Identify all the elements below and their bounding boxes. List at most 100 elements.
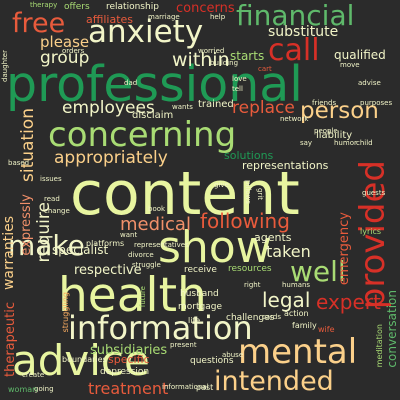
word-health: health (58, 268, 207, 323)
word-informational: informational (162, 383, 209, 391)
word-help: help (210, 13, 226, 21)
word-medical: medical (120, 214, 191, 235)
word-lyrics: lyrics (360, 227, 382, 236)
word-expert: expert (316, 290, 381, 314)
word-divorce: divorce (128, 251, 154, 259)
word-create: create (22, 371, 45, 379)
word-marriage: marriage (148, 13, 180, 21)
word-challenges: challenges (226, 313, 275, 323)
word-dad: dad (124, 79, 138, 87)
word-mental: mental (238, 332, 358, 372)
word-specialist: specialist (52, 243, 109, 257)
word-appropriately: appropriately (54, 148, 168, 168)
word-replace: replace (232, 98, 295, 118)
word-agents: agents (254, 231, 292, 244)
word-grit: grit (256, 188, 264, 201)
word-action: action (284, 309, 309, 318)
word-cards: cards (262, 313, 281, 321)
word-situation: situation (18, 108, 38, 183)
word-child: child (356, 139, 373, 147)
word-following: following (200, 209, 290, 233)
word-love: love (232, 75, 247, 83)
word-orders: orders (62, 47, 85, 55)
word-make: make (8, 229, 85, 262)
word-concerns: concerns (176, 1, 235, 16)
word-show: show (158, 222, 272, 273)
word-receive: receive (184, 265, 217, 275)
word-advice: advice (12, 336, 150, 385)
word-move: move (340, 61, 360, 69)
word-respective: respective (74, 263, 142, 278)
word-read: read (44, 195, 60, 203)
word-boundaries: boundaries (62, 355, 107, 364)
word-people: people (314, 127, 338, 135)
word-free: free (12, 8, 66, 39)
word-call: call (268, 33, 320, 68)
word-representatives: representatives (134, 241, 189, 249)
word-wife: wife (318, 325, 335, 334)
word-therapy: therapy (30, 1, 58, 9)
word-financial: financial (236, 0, 355, 32)
word-husband: husband (180, 289, 219, 299)
word-wants: wants (172, 103, 193, 111)
word-substitute: substitute (268, 24, 339, 40)
word-book: book (148, 205, 166, 213)
word-depression: depression (100, 367, 150, 377)
word-issues: issues (40, 175, 62, 183)
word-right: right (244, 281, 261, 289)
word-based: based (8, 159, 30, 167)
word-abuse: abuse (222, 351, 244, 359)
word-please: please (40, 33, 90, 51)
word-guests: guests (362, 189, 386, 197)
word-present: present (170, 341, 197, 349)
word-therapeutic: therapeutic (3, 302, 18, 377)
word-past: past (196, 383, 214, 392)
word-representations: representations (242, 159, 329, 172)
word-daughter: daughter (1, 50, 9, 82)
word-professional: professional (6, 56, 303, 113)
word-woman: woman (8, 385, 38, 394)
word-trained: trained (198, 99, 234, 110)
word-offers: offers (64, 2, 90, 12)
word-network: network (280, 115, 309, 123)
word-say: say (300, 139, 313, 147)
word-starts: starts (230, 49, 265, 63)
word-expressly: expressly (19, 194, 34, 256)
word-platforms: platforms (86, 239, 125, 248)
word-taken: taken (266, 242, 311, 261)
word-struggling: struggling (61, 292, 70, 333)
word-conversation: conversation (385, 290, 399, 368)
word-qualified: qualified (334, 48, 386, 62)
word-mortgage: mortgage (178, 302, 222, 312)
word-change: change (44, 207, 70, 215)
word-specific: specific (108, 353, 150, 366)
word-affiliates: affiliates (86, 13, 134, 26)
word-well: well (290, 255, 346, 288)
word-information: information (68, 309, 253, 347)
word-humor: humor (334, 139, 357, 147)
word-emergency: emergency (337, 212, 352, 286)
word-struggle: struggle (132, 261, 161, 269)
word-group: group (40, 48, 90, 68)
word-content: content (70, 159, 300, 229)
word-questions: questions (190, 356, 234, 366)
word-friends: friends (312, 99, 337, 107)
word-person: person (300, 98, 379, 124)
word-family: family (292, 321, 317, 330)
word-concerning: concerning (48, 115, 237, 155)
word-humans: humans (282, 281, 311, 289)
word-building: building (210, 59, 239, 67)
word-tell: tell (232, 85, 243, 93)
word-solutions: solutions (224, 149, 274, 162)
word-meditation: meditation (375, 324, 384, 368)
word-worried: worried (198, 47, 225, 55)
word-intended: intended (214, 366, 334, 397)
word-future: future (139, 286, 147, 308)
word-purposes: purposes (360, 99, 393, 107)
word-treatment: treatment (88, 379, 169, 398)
word-advise: advise (358, 79, 381, 87)
word-warranties: warranties (1, 216, 17, 291)
word-give: give (214, 181, 229, 189)
word-subsidiaries: subsidiaries (90, 343, 168, 358)
